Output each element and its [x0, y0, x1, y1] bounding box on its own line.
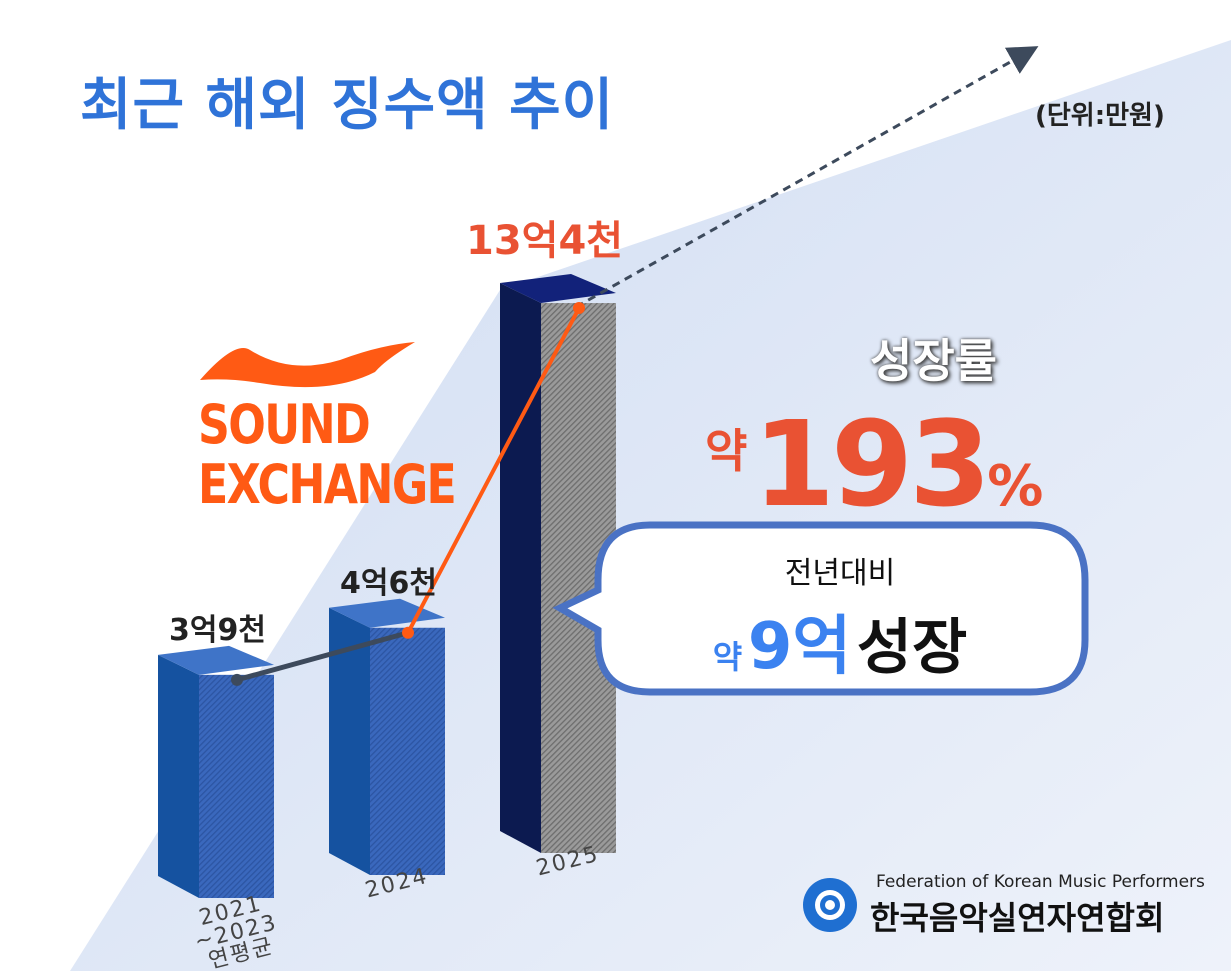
growth-rate-label: 성장률 [870, 334, 997, 388]
forecast-arrow [575, 46, 1039, 309]
data-label: 13억4천 [466, 218, 624, 265]
data-label: 3억9천 [169, 612, 266, 648]
speech-bubble [552, 521, 1089, 696]
trend-point [402, 626, 414, 639]
unit-label: (단위:만원) [1035, 101, 1165, 131]
trend-point [231, 673, 243, 686]
growth-rate-value: 약 193% [705, 395, 1044, 533]
trend-point [573, 302, 585, 315]
bubble-amount: 약 9억 성장 [712, 610, 968, 684]
trend-segment [236, 630, 409, 683]
data-label: 4억6천 [340, 565, 437, 601]
org-name-en: Federation of Korean Music Performers [876, 872, 1205, 892]
swoosh-logo-mark [200, 342, 415, 388]
bar-side [329, 607, 370, 875]
bar-1 [329, 598, 445, 875]
bubble-caption: 전년대비 [784, 556, 896, 591]
trend-segment [406, 307, 581, 634]
bar-top [500, 274, 616, 304]
org-name-ko: 한국음악실연자연합회 [870, 899, 1165, 937]
bar-side [158, 654, 199, 898]
federation-logo-icon [803, 878, 857, 932]
page-title: 최근 해외 징수액 추이 [80, 73, 615, 138]
soundexchange-logo: SOUND EXCHANGE [198, 393, 457, 516]
bar-top [158, 645, 274, 675]
bar-side [500, 283, 541, 853]
bar-0 [158, 645, 274, 898]
bar-front [199, 674, 274, 898]
bar-front [370, 627, 445, 875]
